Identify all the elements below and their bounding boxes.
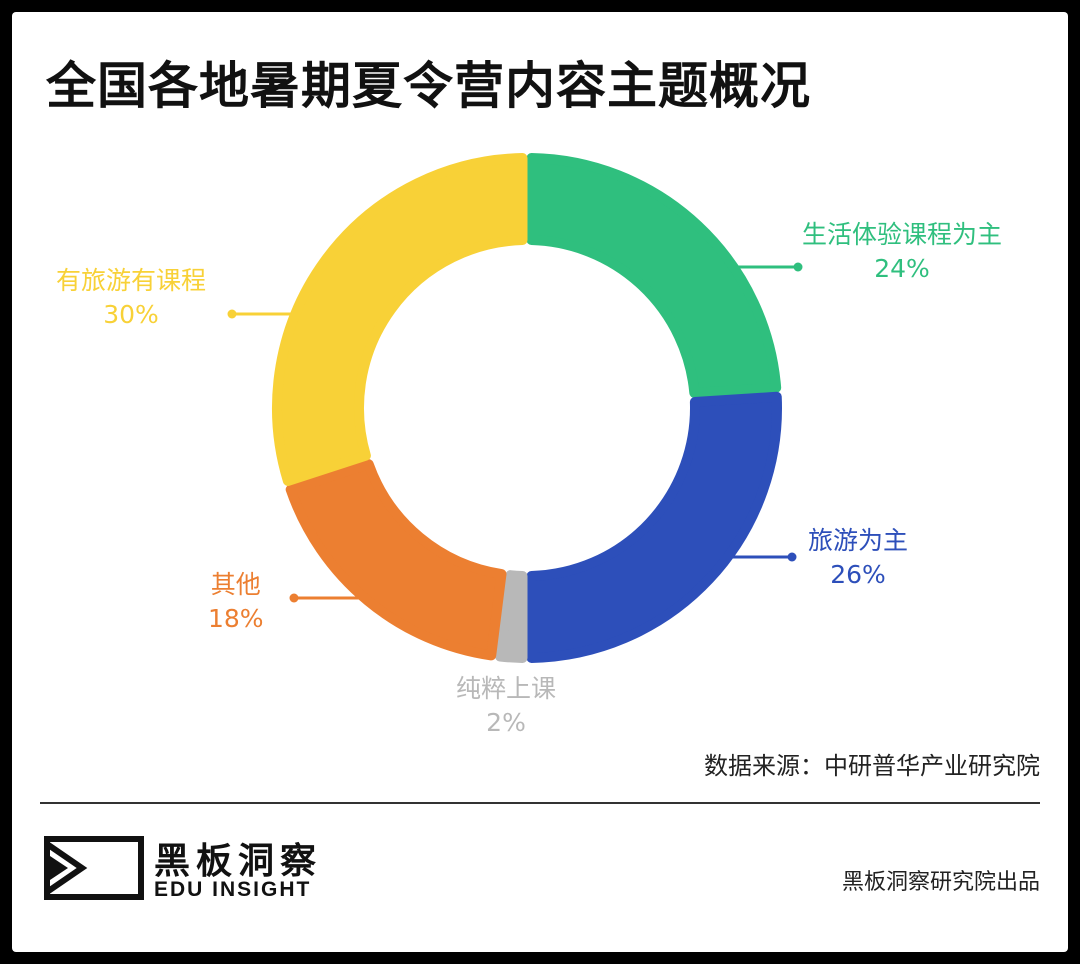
leader-lines [227, 262, 803, 603]
brand-name: 黑板洞察 [154, 841, 323, 882]
slice-label-pure-class: 纯粹上课 2% [456, 672, 556, 740]
slice-name: 其他 [210, 570, 261, 599]
infographic-card: 全国各地暑期夏令营内容主题概况 生活体验课程为主 24% 旅游为主 26% 纯粹… [12, 12, 1068, 952]
leader-dot [787, 552, 797, 562]
slice-name: 纯粹上课 [456, 674, 557, 703]
donut-slice [272, 153, 528, 486]
leader-dot [793, 262, 803, 272]
brand-subtitle: EDU INSIGHT [154, 878, 312, 901]
slice-percent: 24% [874, 254, 930, 283]
slice-label-travel: 旅游为主 26% [808, 524, 908, 592]
footer-divider [40, 802, 1040, 804]
page-title: 全国各地暑期夏令营内容主题概况 [46, 57, 811, 115]
slice-name: 有旅游有课程 [56, 266, 207, 295]
donut-slice [495, 570, 528, 663]
donut-slice [285, 459, 507, 661]
slice-percent: 26% [830, 560, 886, 589]
publisher-credit: 黑板洞察研究院出品 [841, 870, 1040, 895]
brand-logo-icon [44, 836, 144, 900]
slice-name: 生活体验课程为主 [802, 220, 1003, 249]
leader-dot [289, 593, 299, 603]
slice-percent: 2% [486, 708, 526, 737]
donut-slice [526, 391, 782, 663]
slice-label-travel-and-class: 有旅游有课程 30% [56, 264, 206, 332]
donut-chart [227, 153, 803, 663]
slice-label-other: 其他 18% [208, 568, 264, 636]
donut-slices [272, 153, 782, 663]
data-source-note: 数据来源：中研普华产业研究院 [704, 752, 1040, 780]
slice-name: 旅游为主 [808, 526, 909, 555]
slice-percent: 18% [208, 604, 264, 633]
donut-slice [526, 153, 782, 398]
slice-label-life-experience: 生活体验课程为主 24% [802, 218, 1002, 286]
slice-percent: 30% [103, 300, 159, 329]
leader-dot [227, 309, 237, 319]
